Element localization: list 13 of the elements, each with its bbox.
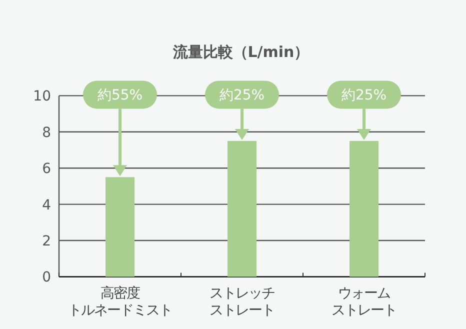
annotation: 約25% bbox=[219, 88, 265, 104]
annotation: 約25% bbox=[341, 88, 387, 104]
y-tick-label: 0 bbox=[42, 270, 51, 286]
x-tick-label: 高密度トルネードミスト bbox=[68, 286, 172, 318]
x-tick-label: ストレッチストレート bbox=[210, 286, 274, 318]
y-tick-label: 4 bbox=[42, 197, 52, 214]
annotation: 約55% bbox=[97, 88, 143, 104]
y-tick-label: 6 bbox=[42, 161, 52, 178]
y-tick-label: 8 bbox=[42, 124, 51, 141]
chart-title: 流量比較（L/min） bbox=[172, 43, 310, 61]
y-tick-label: 10 bbox=[33, 88, 51, 105]
x-tick-label: ウォームストレート bbox=[332, 286, 396, 318]
y-tick-label: 2 bbox=[42, 234, 51, 250]
